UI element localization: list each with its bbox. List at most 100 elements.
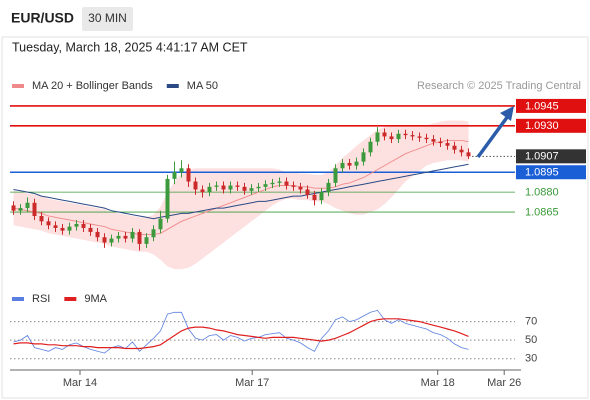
candle-body <box>95 231 100 238</box>
level-label: 1.0895 <box>525 167 559 179</box>
level-label: 1.0945 <box>525 100 559 112</box>
legend-label: 9MA <box>84 293 107 305</box>
x-tick-label: Mar 14 <box>63 377 97 389</box>
candle-body <box>74 223 79 227</box>
rsi-line <box>13 309 469 354</box>
candle-body <box>375 132 380 142</box>
candle-body <box>11 205 16 211</box>
candle-body <box>340 162 345 169</box>
level-label: 1.0930 <box>525 120 559 132</box>
projection-arrowhead <box>500 106 514 121</box>
interval-box <box>82 7 133 31</box>
candle-body <box>452 145 457 150</box>
level-box <box>516 118 586 133</box>
ma-line <box>13 139 469 236</box>
candle-body <box>466 152 471 157</box>
candle-body <box>32 202 37 217</box>
candle-body <box>102 237 107 243</box>
candle-body <box>431 139 436 142</box>
legend-label: MA 20 + Bollinger Bands <box>32 80 153 92</box>
candle-body <box>382 132 387 137</box>
candle-body <box>179 168 184 173</box>
ma-line <box>13 163 469 220</box>
level-box <box>516 98 586 113</box>
candle-body <box>270 182 275 185</box>
candle-body <box>347 162 352 166</box>
candle-body <box>53 225 58 228</box>
candle-body <box>333 168 338 183</box>
level-label: 1.0865 <box>525 206 559 218</box>
candle-body <box>312 194 317 201</box>
candle-body <box>130 231 135 239</box>
candle-body <box>403 133 408 136</box>
candle-body <box>151 229 156 238</box>
candle-body <box>88 227 93 232</box>
candle-body <box>368 141 373 153</box>
candle-body <box>305 189 310 195</box>
candle-body <box>186 168 191 182</box>
candle-body <box>172 172 177 179</box>
candle-body <box>326 182 331 193</box>
x-tick-label: Mar 18 <box>421 377 455 389</box>
candle-body <box>249 188 254 191</box>
candle-body <box>60 227 65 231</box>
source: Research © 2025 Trading Central <box>417 80 581 92</box>
candle-body <box>144 237 149 244</box>
candle-body <box>46 221 51 226</box>
interval: 30 MIN <box>88 11 127 25</box>
candle-body <box>116 235 121 239</box>
candle-body <box>235 185 240 187</box>
candle-body <box>200 189 205 193</box>
candle-body <box>319 192 324 201</box>
candle-body <box>424 137 429 140</box>
candle-body <box>284 181 289 186</box>
candle-body <box>81 223 86 228</box>
legend-swatch <box>166 84 179 88</box>
level-box <box>516 165 586 180</box>
y-tick-label: 70 <box>525 315 537 327</box>
panel-frame <box>1 36 589 399</box>
legend-swatch <box>64 297 77 301</box>
candle-body <box>354 161 359 166</box>
candle-body <box>361 152 366 162</box>
legend-label: MA 50 <box>187 80 218 92</box>
candle-body <box>256 186 261 189</box>
candle-body <box>242 186 247 191</box>
candle-body <box>417 136 422 138</box>
candle-body <box>291 185 296 187</box>
projection-arrow <box>476 114 510 159</box>
legend-label: RSI <box>32 293 50 305</box>
candle-body <box>459 149 464 153</box>
symbol: EUR/USD <box>11 10 74 26</box>
candle-body <box>396 133 401 140</box>
candle-body <box>123 235 128 239</box>
candle-body <box>207 186 212 193</box>
candle-body <box>298 186 303 190</box>
candle-body <box>221 185 226 190</box>
candle-body <box>389 136 394 140</box>
candle-body <box>263 184 268 187</box>
x-tick-label: Mar 26 <box>487 377 521 389</box>
level-label: 1.0907 <box>525 151 559 163</box>
candle-body <box>109 238 114 243</box>
legend-swatch <box>12 297 24 301</box>
rsi-line <box>13 318 469 350</box>
candle-body <box>228 185 233 190</box>
candle-body <box>158 218 163 230</box>
candle-body <box>18 208 23 211</box>
x-tick-label: Mar 17 <box>235 377 269 389</box>
legend-swatch <box>12 84 24 88</box>
candle-body <box>193 181 198 190</box>
level-label: 1.0880 <box>525 187 559 199</box>
candle-body <box>137 231 142 244</box>
candle-body <box>67 226 72 231</box>
y-tick-label: 30 <box>525 353 537 365</box>
timestamp: Tuesday, March 18, 2025 4:41:17 AM CET <box>12 40 248 54</box>
candle-body <box>165 178 170 219</box>
candle-body <box>25 202 30 209</box>
candle-body <box>214 185 219 187</box>
candle-body <box>39 216 44 222</box>
